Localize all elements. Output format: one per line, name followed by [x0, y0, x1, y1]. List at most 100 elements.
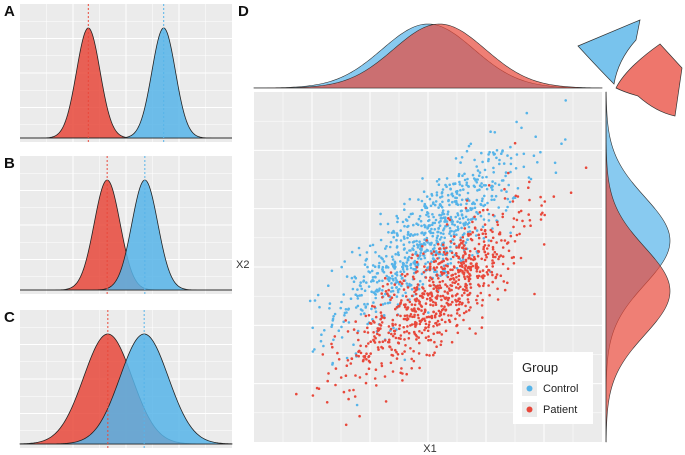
point-patient — [432, 260, 436, 264]
point-control — [323, 329, 326, 332]
point-patient — [455, 303, 458, 307]
point-patient — [424, 326, 427, 330]
point-control — [467, 144, 471, 148]
point-patient — [401, 352, 404, 356]
point-patient — [483, 229, 487, 233]
point-control — [433, 221, 437, 225]
point-patient — [496, 223, 500, 227]
point-patient — [420, 305, 424, 308]
point-patient — [389, 298, 392, 302]
point-patient — [482, 284, 485, 288]
point-control — [487, 157, 490, 161]
point-control — [453, 182, 457, 185]
point-control — [340, 325, 343, 329]
point-control — [509, 156, 513, 160]
point-control — [482, 237, 486, 240]
point-patient — [415, 323, 418, 326]
point-patient — [421, 286, 424, 289]
point-patient — [359, 344, 362, 348]
point-patient — [421, 292, 425, 295]
point-patient — [444, 308, 448, 312]
point-patient — [467, 308, 471, 312]
point-control — [449, 262, 453, 265]
point-control — [340, 300, 343, 304]
point-patient — [372, 331, 375, 334]
point-patient — [473, 247, 477, 250]
point-patient — [442, 271, 446, 275]
point-patient — [433, 315, 437, 319]
point-patient — [402, 303, 406, 307]
point-patient — [389, 271, 393, 274]
point-patient — [438, 314, 441, 318]
point-control — [487, 212, 491, 216]
point-patient — [429, 265, 432, 268]
point-control — [437, 206, 440, 209]
point-control — [382, 260, 386, 263]
point-control — [495, 149, 499, 152]
point-control — [448, 183, 452, 187]
point-patient — [480, 304, 484, 307]
point-patient — [467, 279, 471, 283]
point-patient — [425, 353, 429, 357]
point-patient — [469, 286, 473, 289]
point-control — [469, 142, 473, 146]
point-control — [405, 261, 409, 264]
panel-label-c: C — [4, 309, 15, 326]
point-control — [340, 265, 344, 269]
point-patient — [445, 285, 449, 288]
point-control — [359, 281, 363, 284]
point-patient — [417, 352, 421, 355]
point-patient — [350, 357, 354, 360]
point-patient — [513, 141, 517, 145]
point-control — [455, 266, 459, 270]
point-control — [441, 257, 445, 261]
point-control — [500, 189, 503, 192]
point-patient — [401, 372, 404, 375]
point-patient — [487, 284, 490, 287]
point-patient — [424, 276, 428, 279]
point-control — [485, 187, 489, 191]
point-control — [443, 236, 447, 240]
point-patient — [424, 302, 428, 305]
point-control — [381, 289, 384, 292]
point-control — [313, 348, 316, 351]
point-control — [451, 222, 454, 226]
point-control — [431, 202, 435, 205]
point-control — [402, 248, 406, 251]
marginal-density-y — [605, 91, 671, 443]
point-control — [448, 232, 451, 235]
point-control — [516, 187, 520, 190]
point-patient — [413, 303, 417, 307]
point-patient — [444, 320, 447, 324]
point-control — [487, 153, 490, 156]
point-control — [441, 209, 445, 212]
point-patient — [365, 372, 368, 376]
point-patient — [377, 348, 380, 351]
point-patient — [383, 375, 387, 378]
density-panel-c — [19, 310, 233, 448]
point-control — [432, 215, 435, 219]
point-patient — [461, 269, 464, 273]
point-patient — [481, 232, 485, 235]
point-control — [339, 306, 343, 310]
point-patient — [463, 291, 466, 295]
point-patient — [458, 264, 462, 268]
legend-title: Group — [522, 360, 558, 375]
point-control — [405, 264, 408, 268]
point-control — [438, 238, 442, 241]
point-control — [467, 221, 471, 224]
point-patient — [398, 324, 402, 327]
point-patient — [400, 367, 403, 370]
point-patient — [427, 335, 430, 338]
point-patient — [443, 290, 447, 293]
point-patient — [503, 187, 506, 191]
point-patient — [380, 292, 384, 295]
point-patient — [396, 313, 399, 317]
point-control — [371, 243, 375, 247]
point-patient — [473, 255, 476, 259]
point-control — [412, 261, 416, 264]
point-patient — [403, 350, 406, 353]
point-patient — [442, 259, 446, 263]
point-control — [492, 166, 495, 170]
point-patient — [484, 235, 488, 239]
